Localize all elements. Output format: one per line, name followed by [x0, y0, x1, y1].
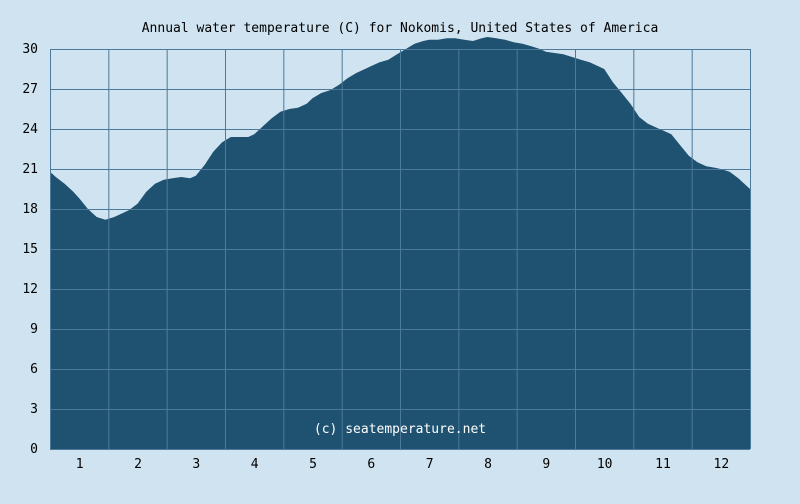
x-tick-label: 4 — [251, 457, 259, 472]
x-tick-label: 8 — [484, 457, 492, 472]
x-tick-label: 5 — [309, 457, 317, 472]
grid-lines — [50, 49, 751, 450]
y-tick-label: 30 — [22, 42, 38, 57]
x-tick-label: 1 — [76, 457, 84, 472]
watermark-text: (c) seatemperature.net — [314, 422, 486, 437]
y-tick-label: 27 — [22, 82, 38, 97]
x-tick-label: 7 — [426, 457, 434, 472]
y-tick-label: 24 — [22, 122, 38, 137]
chart-title: Annual water temperature (C) for Nokomis… — [142, 21, 659, 36]
x-tick-label: 10 — [597, 457, 613, 472]
x-tick-label: 2 — [134, 457, 142, 472]
y-tick-label: 9 — [30, 322, 38, 337]
x-tick-label: 11 — [655, 457, 671, 472]
y-tick-label: 15 — [22, 242, 38, 257]
x-tick-label: 3 — [192, 457, 200, 472]
x-tick-label: 6 — [367, 457, 375, 472]
x-tick-label: 12 — [714, 457, 730, 472]
x-tick-label: 9 — [542, 457, 550, 472]
y-tick-label: 21 — [22, 162, 38, 177]
y-tick-label: 12 — [22, 282, 38, 297]
y-axis-tick-labels: 0 3 6 9 12 15 18 21 24 27 30 — [22, 42, 38, 457]
y-tick-label: 18 — [22, 202, 38, 217]
y-tick-label: 0 — [30, 442, 38, 457]
y-tick-label: 6 — [30, 362, 38, 377]
y-tick-label: 3 — [30, 402, 38, 417]
x-axis-tick-labels: 1 2 3 4 5 6 7 8 9 10 11 12 — [76, 457, 729, 472]
